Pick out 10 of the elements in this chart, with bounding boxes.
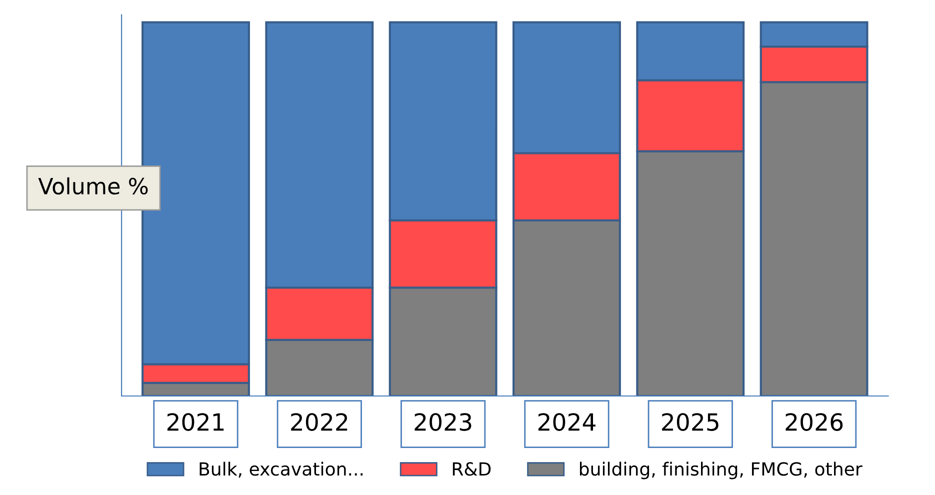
legend-label: building, finishing, FMCG, other	[580, 462, 862, 480]
x-tick-label: 2023	[414, 413, 472, 431]
x-tick-label: 2024	[538, 413, 596, 431]
x-tick-label: 2026	[786, 413, 843, 431]
x-tick-label: 2022	[291, 413, 348, 431]
legend-label: Bulk, excavation...	[200, 462, 363, 478]
x-tick-label: 2021	[167, 413, 224, 431]
legend-label: R&D	[452, 462, 491, 476]
x-tick-label: 2025	[662, 413, 718, 431]
y-axis-title: Volume %	[38, 177, 148, 195]
